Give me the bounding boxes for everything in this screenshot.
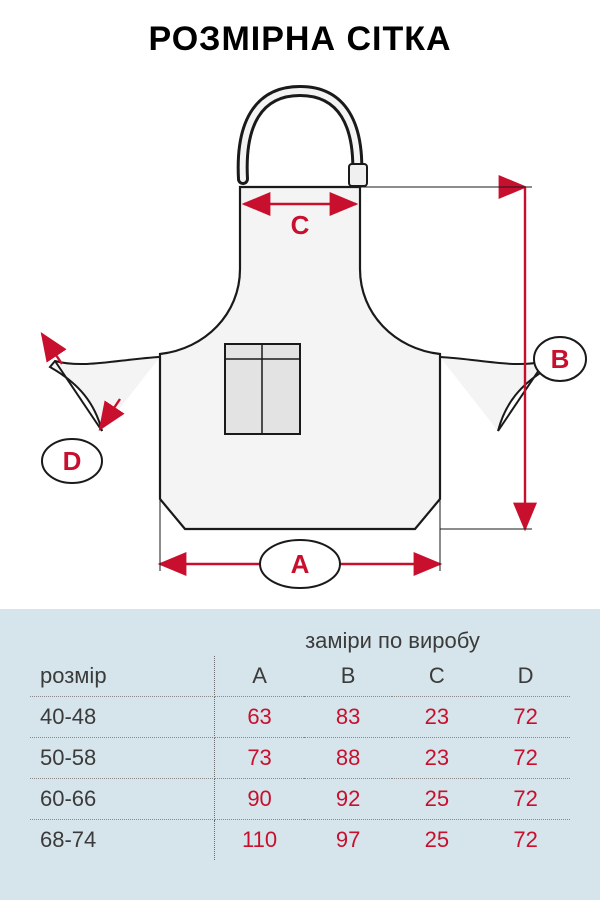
col-a: A — [215, 656, 304, 697]
measures-header: заміри по виробу — [215, 621, 570, 656]
size-table: заміри по виробу розмір A B C D 40-48 63… — [30, 621, 570, 860]
dim-label-d: D — [63, 446, 82, 476]
col-d: D — [481, 656, 570, 697]
dim-label-c: C — [291, 210, 310, 240]
size-header: розмір — [30, 656, 215, 697]
dim-label-b: B — [551, 344, 570, 374]
col-b: B — [304, 656, 393, 697]
col-c: C — [392, 656, 481, 697]
page-title: РОЗМІРНА СІТКА — [0, 0, 600, 69]
size-table-container: заміри по виробу розмір A B C D 40-48 63… — [0, 609, 600, 900]
table-row: 60-66 90 92 25 72 — [30, 779, 570, 820]
table-row: 50-58 73 88 23 72 — [30, 738, 570, 779]
table-row: 40-48 63 83 23 72 — [30, 697, 570, 738]
dim-label-a: A — [291, 549, 310, 579]
apron-diagram: C B A D — [0, 69, 600, 609]
table-row: 68-74 110 97 25 72 — [30, 820, 570, 861]
